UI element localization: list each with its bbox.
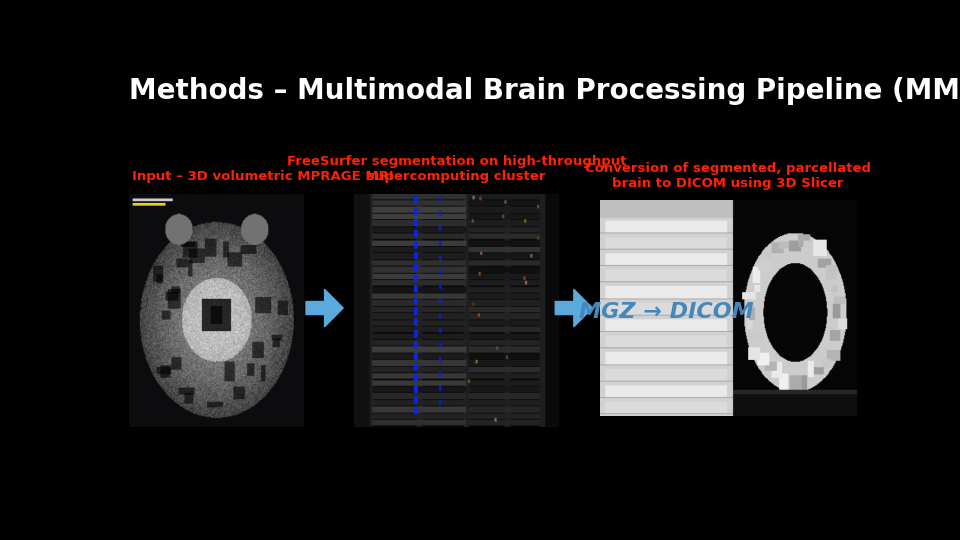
Text: MGZ → DICOM: MGZ → DICOM	[579, 302, 754, 322]
Text: Methods – Multimodal Brain Processing Pipeline (MMBP): Methods – Multimodal Brain Processing Pi…	[129, 77, 960, 105]
Text: FreeSurfer segmentation on high-throughput
supercomputing cluster: FreeSurfer segmentation on high-throughp…	[287, 156, 627, 183]
Text: Conversion of segmented, parcellated
brain to DICOM using 3D Slicer: Conversion of segmented, parcellated bra…	[586, 161, 872, 190]
FancyArrow shape	[306, 289, 344, 327]
FancyArrow shape	[555, 289, 592, 327]
Text: Input – 3D volumetric MPRAGE MRI: Input – 3D volumetric MPRAGE MRI	[132, 170, 395, 183]
